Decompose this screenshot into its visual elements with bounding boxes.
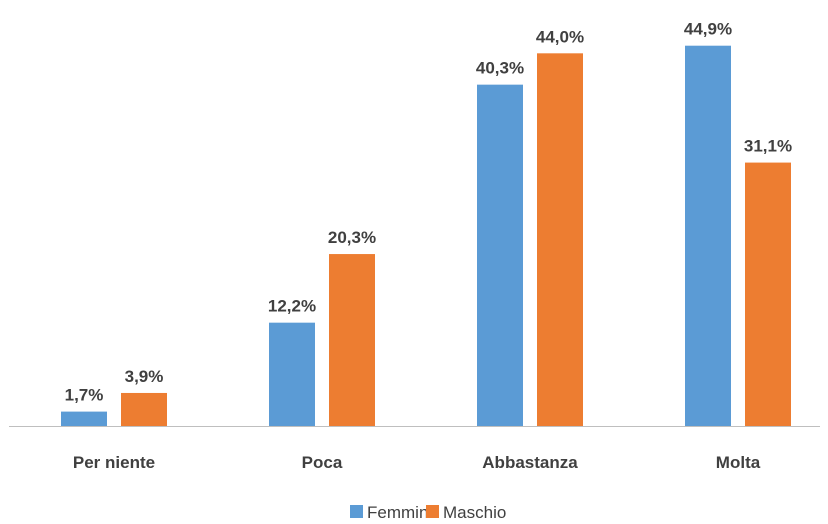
data-label-maschio-2: 44,0% bbox=[536, 27, 584, 46]
category-label-3: Molta bbox=[716, 453, 761, 472]
legend-swatch-femmina bbox=[350, 505, 363, 518]
data-label-femmina-3: 44,9% bbox=[684, 20, 732, 39]
bar-femmina-3 bbox=[685, 45, 731, 427]
bar-maschio-2 bbox=[537, 53, 583, 426]
legend-label-maschio: Maschio bbox=[443, 503, 506, 522]
category-label-1: Poca bbox=[302, 453, 343, 472]
data-label-femmina-0: 1,7% bbox=[65, 386, 104, 405]
data-label-femmina-2: 40,3% bbox=[476, 59, 524, 78]
category-label-2: Abbastanza bbox=[482, 453, 578, 472]
legend: Femmina Maschio bbox=[350, 503, 506, 522]
bar-maschio-1 bbox=[329, 254, 375, 426]
legend-label-femmina: Femmina bbox=[367, 503, 438, 522]
data-label-femmina-1: 12,2% bbox=[268, 297, 316, 316]
data-label-maschio-1: 20,3% bbox=[328, 228, 376, 247]
data-labels-group: 1,7% 3,9% 12,2% 20,3% 40,3% 44,0% 44,9% 31,1% bbox=[65, 20, 792, 405]
bar-maschio-3 bbox=[745, 162, 791, 426]
data-label-maschio-0: 3,9% bbox=[125, 367, 164, 386]
bar-femmina-0 bbox=[61, 411, 107, 426]
data-label-maschio-3: 31,1% bbox=[744, 137, 792, 156]
bar-maschio-0 bbox=[121, 392, 167, 426]
category-labels-group: Per niente Poca Abbastanza Molta bbox=[73, 453, 761, 472]
category-label-0: Per niente bbox=[73, 453, 155, 472]
legend-swatch-maschio bbox=[426, 505, 439, 518]
bars-group bbox=[61, 45, 791, 427]
bar-femmina-2 bbox=[477, 84, 523, 426]
bar-femmina-1 bbox=[269, 322, 315, 426]
